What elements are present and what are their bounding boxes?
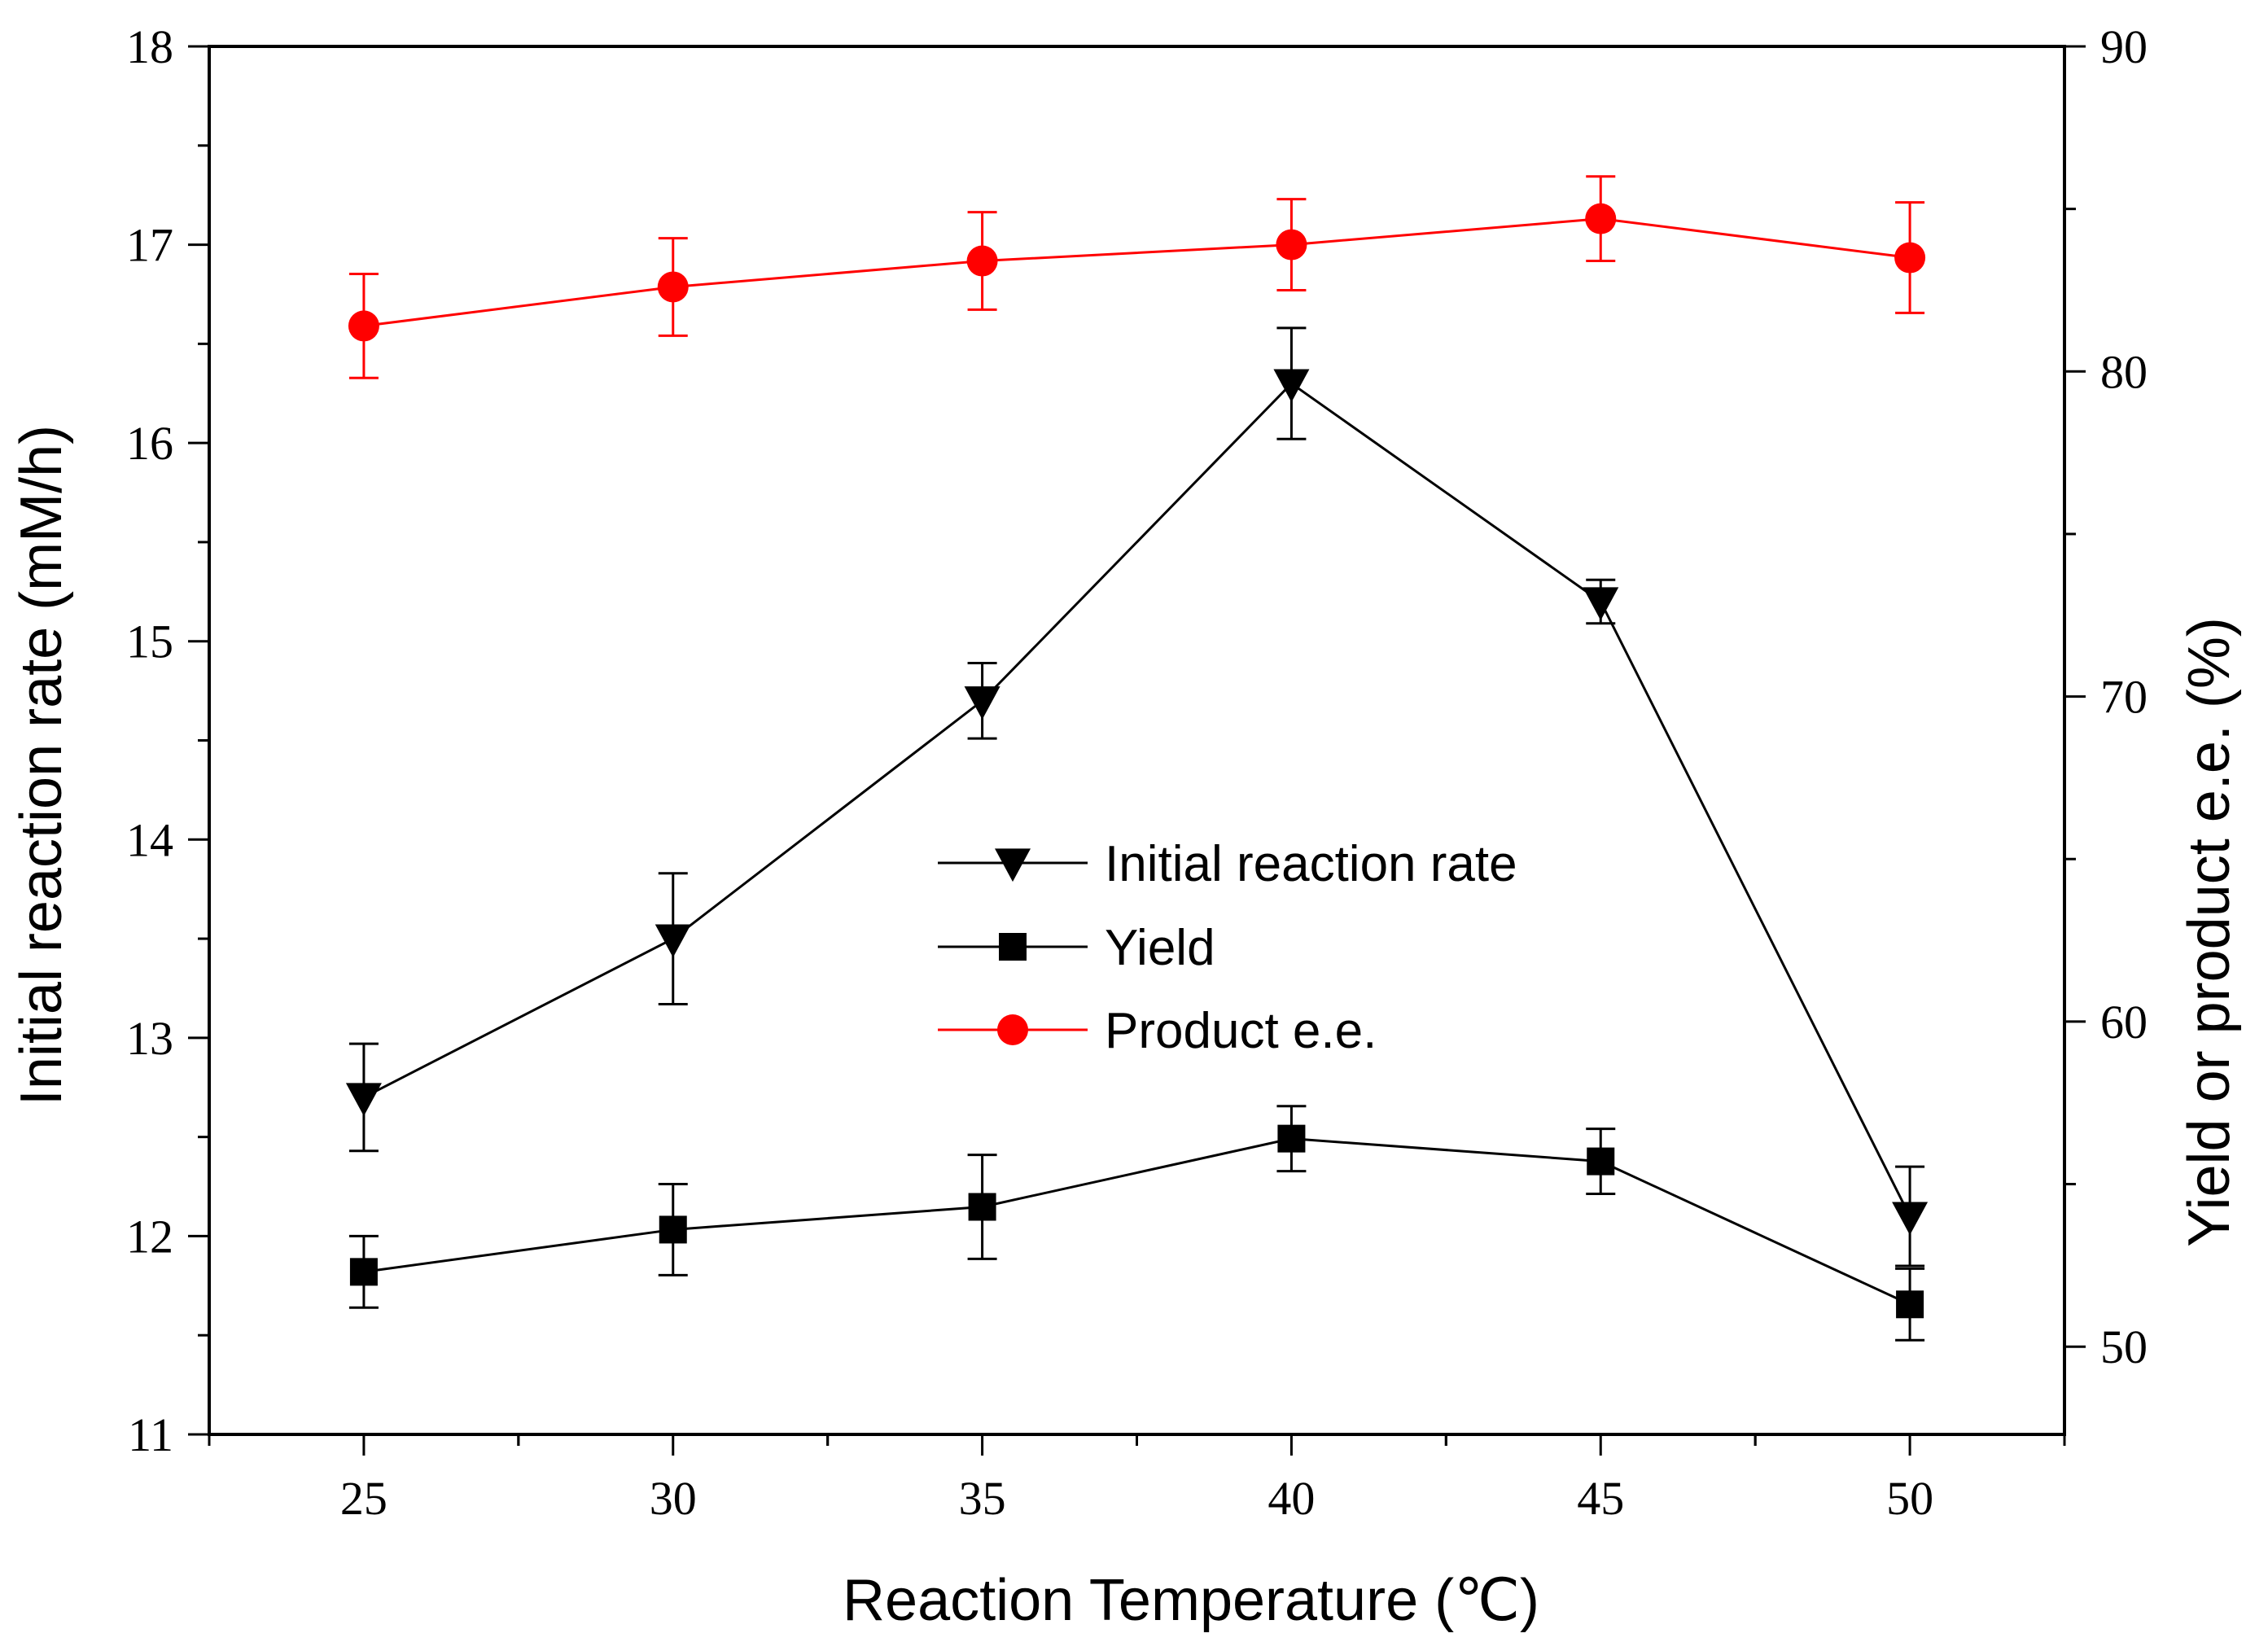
legend: Initial reaction rate Yield Product e.e. <box>938 836 1517 1059</box>
y-right-tick-label: 60 <box>2100 996 2148 1049</box>
y-right-tick-label: 80 <box>2100 345 2148 398</box>
data-point <box>1896 1290 1924 1319</box>
data-point <box>1276 229 1307 261</box>
y-right-tick-label: 50 <box>2100 1320 2148 1373</box>
legend-marker-product-e-e <box>997 1014 1028 1045</box>
series-yield <box>348 1105 1925 1342</box>
y-right-tick-label: 90 <box>2100 20 2148 73</box>
data-point <box>968 1193 996 1221</box>
data-point <box>1277 1124 1306 1153</box>
y-left-tick-label: 13 <box>126 1012 173 1065</box>
y-axis-title-right: Yield or product e.e. (%) <box>2177 617 2242 1247</box>
plot-frame <box>208 45 2066 1436</box>
data-point <box>345 1083 382 1117</box>
y-axis-title-left: Initial reaction rate (mM/h) <box>9 425 74 1106</box>
data-point <box>1894 242 1926 274</box>
legend-label-product-e-e: Product e.e. <box>1105 1003 1377 1059</box>
series-line-yield <box>363 1137 1911 1306</box>
legend-label-initial-reaction-rate: Initial reaction rate <box>1105 836 1517 892</box>
data-point <box>348 310 379 342</box>
series-product-e-e <box>348 175 1926 379</box>
x-tick-label: 25 <box>340 1472 387 1525</box>
data-point <box>964 686 1000 720</box>
x-tick-label: 35 <box>959 1472 1006 1525</box>
data-point <box>1583 587 1619 621</box>
data-point <box>659 1215 687 1244</box>
series-line-product-e-e <box>363 217 1911 327</box>
legend-marker-yield <box>999 933 1027 961</box>
x-tick-label: 30 <box>650 1472 697 1525</box>
data-point <box>1587 1147 1615 1176</box>
series-initial-reaction-rate <box>345 326 1929 1268</box>
y-left-tick-label: 12 <box>126 1210 173 1263</box>
y-left-tick-label: 16 <box>126 417 173 470</box>
y-right-tick-label: 70 <box>2100 671 2148 724</box>
data-point <box>657 271 689 303</box>
axes: 25 30 35 40 45 50 11 12 13 14 15 16 17 18 50 60 70 80 90 <box>126 20 2148 1525</box>
y-left-tick-label: 11 <box>128 1408 173 1461</box>
y-left-tick-label: 18 <box>126 20 173 73</box>
data-point <box>655 924 691 958</box>
data-point <box>1585 203 1617 234</box>
data-point <box>1273 369 1310 403</box>
data-point <box>966 245 998 277</box>
y-left-tick-label: 15 <box>126 615 173 668</box>
data-point <box>1892 1202 1929 1236</box>
y-left-tick-label: 14 <box>126 813 173 866</box>
x-tick-label: 40 <box>1268 1472 1315 1525</box>
legend-marker-initial-reaction-rate <box>995 848 1031 882</box>
x-axis-title: Reaction Temperature (℃) <box>843 1568 1539 1633</box>
x-tick-label: 50 <box>1886 1472 1933 1525</box>
series-layer <box>345 175 1929 1342</box>
data-point <box>349 1258 378 1286</box>
y-left-tick-label: 17 <box>126 219 173 272</box>
series-line-initial-reaction-rate <box>363 382 1911 1217</box>
x-tick-label: 45 <box>1577 1472 1624 1525</box>
legend-label-yield: Yield <box>1105 920 1215 976</box>
